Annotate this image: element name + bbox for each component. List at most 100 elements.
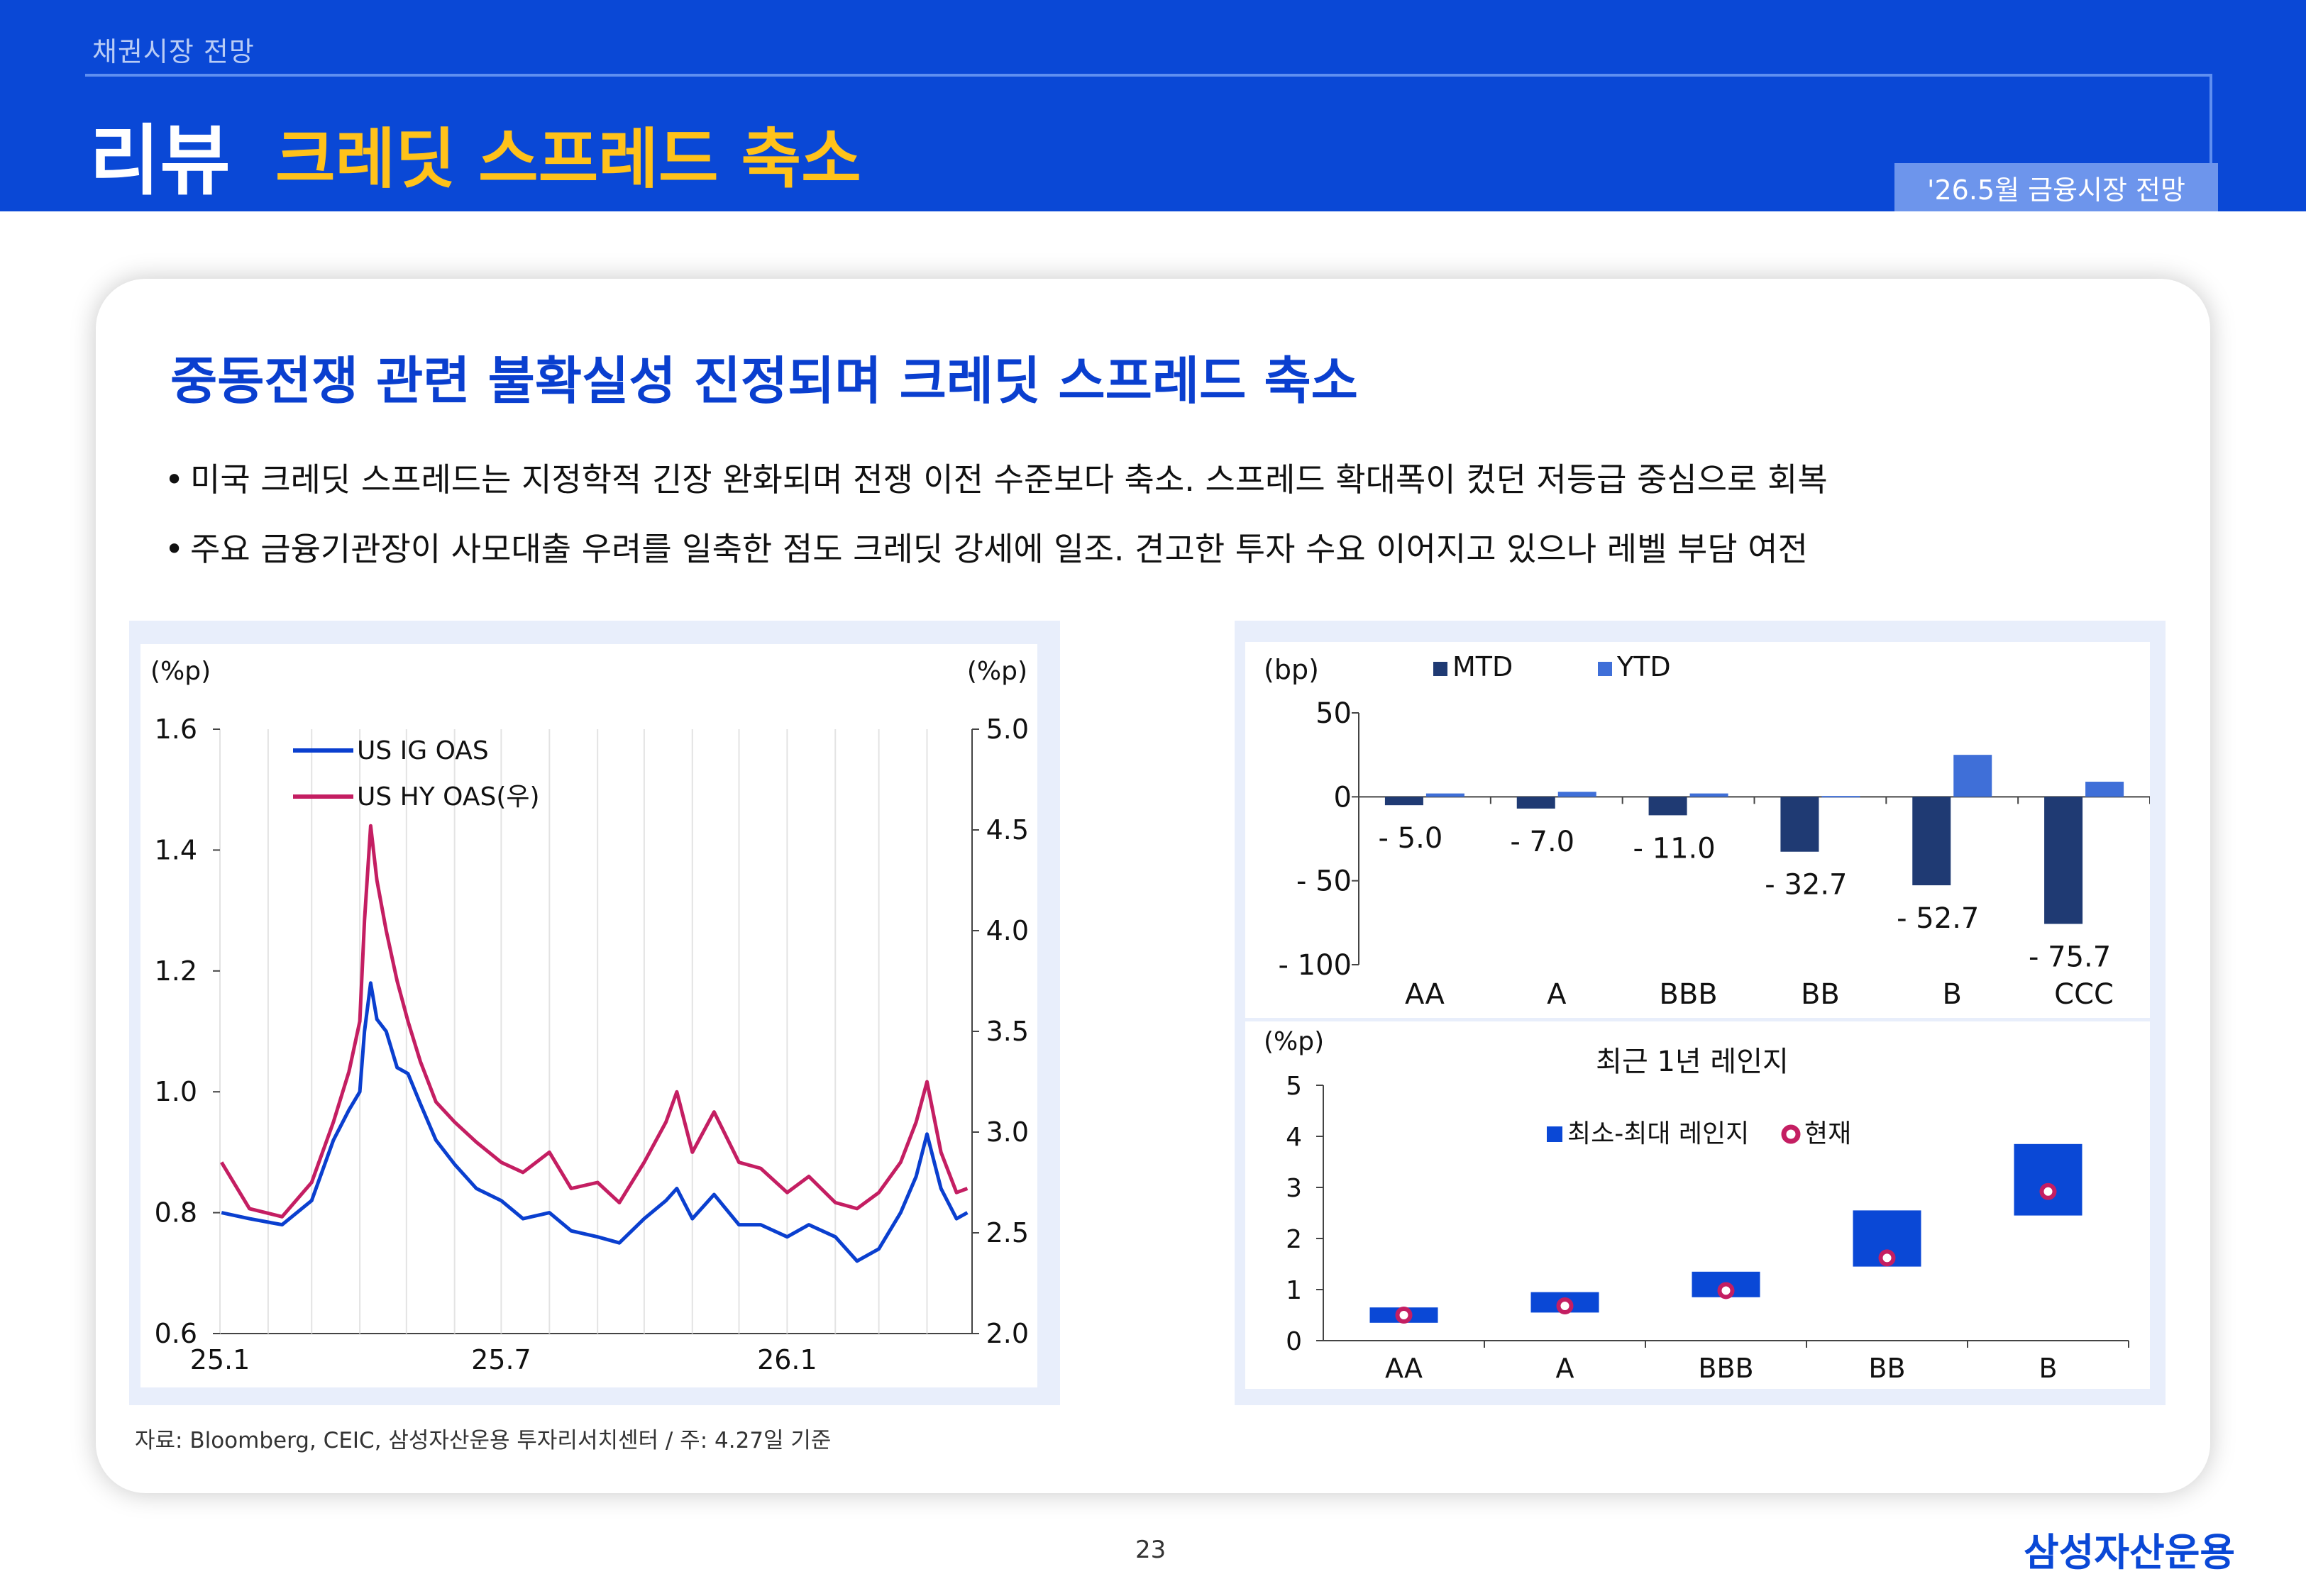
page-title: 리뷰 [89, 117, 231, 206]
x-tick-label: 25.7 [471, 1344, 531, 1375]
range-y-tick-label: 4 [1286, 1123, 1302, 1152]
bar-data-label: - 75.7 [2029, 941, 2111, 973]
bar-y-tick-label: - 100 [1279, 949, 1352, 982]
x-tick-label: 26.1 [757, 1344, 817, 1375]
legend-mtd-swatch [1433, 662, 1447, 676]
section-label: 채권시장 전망 [92, 36, 255, 67]
range-y-tick-label: 3 [1286, 1174, 1302, 1203]
bar-unit-label: (bp) [1264, 654, 1319, 685]
current-marker [1395, 1307, 1413, 1324]
left-tick-label: 0.8 [155, 1197, 197, 1229]
bar-ytd [1821, 796, 1860, 798]
bar-data-label: - 32.7 [1765, 869, 1847, 902]
bar-ytd [2085, 782, 2124, 797]
bullet-2-text: 주요 금융기관장이 사모대출 우려를 일축한 점도 크레딧 강세에 일조. 견고… [190, 530, 1808, 568]
range-category-label: BB [1868, 1353, 1905, 1384]
bar-marks [1384, 755, 2124, 924]
left-tick-label: 1.2 [155, 955, 197, 987]
bar-data-label: - 52.7 [1897, 902, 1979, 935]
bar-mtd [1516, 797, 1555, 809]
current-marker [1556, 1297, 1574, 1315]
bar-chart: (bp) MTD YTD 50 0 - 50 - 100 - 5.0 - 7.0 - 11… [1264, 651, 2151, 1011]
range-marks [1369, 1143, 2082, 1324]
line-chart: (%p) (%p) 0.6 0.8 1.0 1.2 1.4 1.6 2.0 2.5 3.0 3.… [150, 657, 1029, 1375]
bar-ytd [1953, 755, 1992, 797]
left-ticks: 0.6 0.8 1.0 1.2 1.4 1.6 [155, 714, 220, 1349]
bar-chart-area: (bp) MTD YTD 50 0 - 50 - 100 - 5.0 - 7.0 - 11… [1245, 642, 2151, 1018]
range-category-label: AA [1385, 1353, 1423, 1384]
right-tick-label: 3.0 [986, 1116, 1029, 1148]
headline: 중동전쟁 관련 불확실성 진정되며 크레딧 스프레드 축소 [170, 351, 1358, 411]
bar-data-label: - 11.0 [1633, 832, 1715, 865]
left-tick-label: 1.4 [155, 834, 197, 865]
bar-category-labels: AA A BBB BB B CCC [1405, 978, 2114, 1011]
legend-range-swatch [1547, 1126, 1562, 1142]
bar-y-tick-label: - 50 [1296, 865, 1352, 898]
source-note: 자료: Bloomberg, CEIC, 삼성자산운용 투자리서치센터 / 주:… [135, 1428, 832, 1453]
bar-category-label: B [1943, 978, 1962, 1011]
bar-mtd [1648, 797, 1687, 816]
series-lines [220, 824, 969, 1263]
left-tick-label: 1.6 [155, 714, 197, 745]
bar-data-label: - 7.0 [1510, 826, 1574, 858]
bar-mtd [1780, 797, 1819, 852]
bullet-1: • 미국 크레딧 스프레드는 지정학적 긴장 완화되며 전쟁 이전 수준보다 축소… [165, 454, 1828, 501]
range-y-tick-label: 0 [1286, 1327, 1302, 1356]
left-tick-label: 1.0 [155, 1076, 197, 1107]
range-bar [2014, 1143, 2082, 1216]
legend-mtd-label: MTD [1452, 651, 1513, 682]
legend-ytd-label: YTD [1616, 651, 1671, 682]
range-category-label: B [2039, 1353, 2057, 1384]
bar-category-label: A [1547, 978, 1567, 1011]
x-ticks: 25.1 25.7 26.1 [190, 1344, 817, 1375]
legend-ytd-swatch [1598, 662, 1612, 676]
header-frame-line [85, 74, 2212, 207]
right-ticks: 2.0 2.5 3.0 3.5 4.0 4.5 5.0 [972, 714, 1029, 1349]
company-logo: 삼성자산운용 [2024, 1530, 2236, 1575]
bar-ytd [1557, 792, 1596, 797]
bar-mtd [1384, 797, 1423, 806]
bar-mtd [2044, 797, 2083, 924]
bar-y-tick-label: 50 [1315, 697, 1352, 730]
date-badge: '26.5월 금융시장 전망 [1894, 163, 2218, 211]
right-tick-label: 5.0 [986, 714, 1029, 745]
bullet-2: • 주요 금융기관장이 사모대출 우려를 일축한 점도 크레딧 강세에 일조. 견… [165, 523, 1808, 570]
bar-y-ticks: 50 0 - 50 - 100 [1279, 697, 2151, 982]
current-marker [2039, 1182, 2057, 1200]
bar-category-label: AA [1405, 978, 1445, 1011]
bullet-dot: • [165, 530, 184, 568]
series-line-hy [220, 824, 969, 1219]
legend-ig-label: US IG OAS [357, 736, 489, 765]
legend: US IG OAS US HY OAS(우) [293, 736, 540, 811]
series-line-ig [221, 981, 969, 1263]
range-y-tick-label: 1 [1286, 1276, 1302, 1305]
left-tick-label: 0.6 [155, 1318, 197, 1349]
page-subtitle: 크레딧 스프레드 축소 [275, 121, 861, 197]
legend-current-label: 현재 [1804, 1119, 1851, 1148]
bar-ytd [1689, 793, 1728, 797]
page-number: 23 [1135, 1536, 1166, 1564]
right-tick-label: 4.0 [986, 915, 1029, 946]
header-banner: 채권시장 전망 리뷰 크레딧 스프레드 축소 '26.5월 금융시장 전망 [0, 0, 2306, 211]
bar-category-label: BBB [1659, 978, 1717, 1011]
range-chart-title: 최근 1년 레인지 [1596, 1046, 1789, 1078]
bullet-dot: • [165, 460, 184, 499]
range-category-labels: AA A BBB BB B [1385, 1353, 2058, 1384]
range-category-label: BBB [1698, 1353, 1753, 1384]
legend-current-marker [1781, 1124, 1801, 1144]
bar-category-label: BB [1801, 978, 1840, 1011]
left-unit-label: (%p) [150, 657, 211, 686]
bar-data-labels: - 5.0 - 7.0 - 11.0 - 32.7 - 52.7 - 75.7 [1379, 822, 2112, 973]
bar-y-tick-label: 0 [1334, 781, 1352, 814]
range-y-tick-label: 5 [1286, 1072, 1302, 1101]
range-y-tick-label: 2 [1286, 1225, 1302, 1254]
right-tick-label: 4.5 [986, 814, 1029, 846]
bar-mtd [1912, 797, 1951, 886]
right-tick-label: 2.5 [986, 1217, 1029, 1248]
right-tick-label: 2.0 [986, 1318, 1029, 1349]
bar-ytd [1425, 793, 1464, 797]
right-unit-label: (%p) [967, 657, 1027, 686]
bar-category-label: CCC [2054, 978, 2114, 1011]
